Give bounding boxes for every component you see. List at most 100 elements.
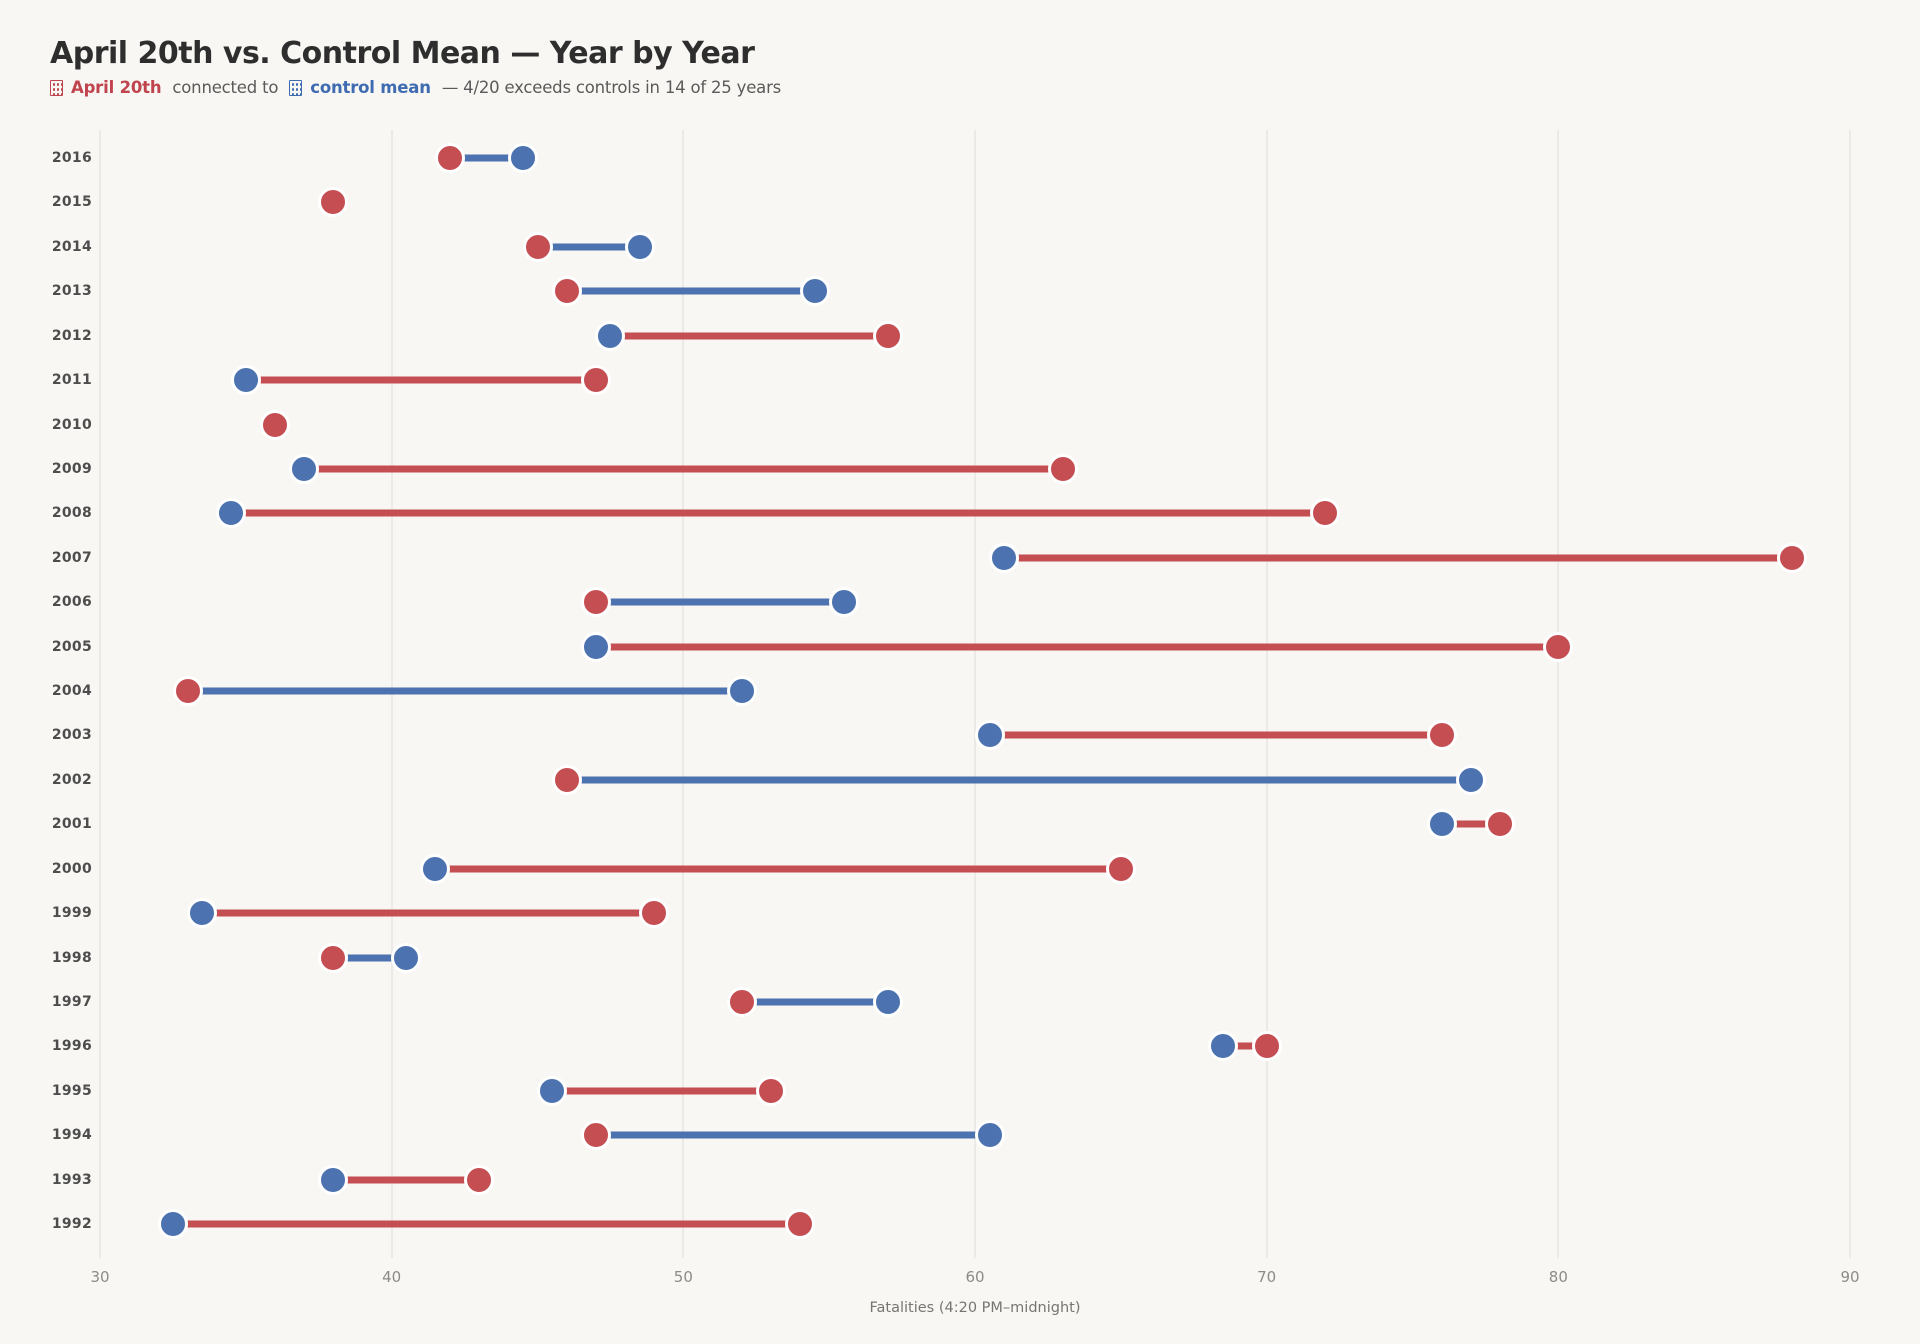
april-20th-dot [318, 187, 349, 218]
control-mean-dot [1207, 1031, 1238, 1062]
april-20th-dot [755, 1075, 786, 1106]
year-label: 2012 [51, 327, 92, 344]
april-20th-dot [522, 231, 553, 262]
x-axis-title: Fatalities (4:20 PM–midnight) [869, 1300, 1081, 1316]
control-mean-dot [289, 453, 320, 484]
connector-line [187, 687, 742, 695]
x-tick-label: 50 [673, 1268, 693, 1286]
control-mean-dot [157, 1209, 188, 1239]
year-label: 2010 [51, 416, 92, 433]
april-20th-dot [785, 1209, 815, 1239]
year-label: 2000 [51, 860, 92, 877]
plot-area: 2016 2015 2014 2013 2012 2011 2010 2009 2008 2007… [52, 130, 1851, 1258]
year-label: 2003 [51, 727, 92, 744]
connector-line [172, 1220, 800, 1228]
control-mean-dot [974, 1120, 1005, 1151]
april-20th-dot [872, 320, 903, 351]
year-label: 2001 [51, 816, 92, 833]
x-tick-label: 80 [1548, 1268, 1568, 1286]
year-label: 2002 [51, 771, 92, 788]
gridline [1265, 130, 1268, 1258]
year-label: 1995 [51, 1082, 92, 1099]
control-mean-marker-icon [289, 79, 303, 96]
connector-line [989, 731, 1442, 739]
control-mean-dot [216, 498, 247, 529]
x-tick-label: 60 [965, 1268, 985, 1286]
gridline [1557, 130, 1560, 1258]
connector-line [1222, 1042, 1267, 1050]
control-mean-dot [318, 1164, 349, 1195]
year-label: 2004 [51, 683, 92, 699]
connector-line [450, 154, 523, 162]
year-label: 2009 [51, 460, 92, 477]
april-20th-dot [1251, 1031, 1282, 1062]
year-label: 1994 [51, 1127, 92, 1144]
control-mean-dot [1426, 809, 1457, 840]
control-mean-dot [624, 231, 655, 262]
x-tick-label: 90 [1840, 1268, 1860, 1286]
connector-line [333, 954, 407, 961]
x-tick-label: 40 [382, 1268, 402, 1286]
x-tick-label: 70 [1257, 1268, 1277, 1286]
control-mean-dot [828, 587, 859, 618]
connector-line [435, 865, 1121, 873]
year-label: 1992 [51, 1216, 92, 1232]
year-label: 1997 [51, 993, 92, 1010]
gridline [1849, 130, 1851, 1258]
year-label: 2005 [51, 638, 92, 655]
legend-april-label: April 20th [71, 78, 162, 97]
connector-line [595, 1131, 990, 1139]
april-20th-dot [726, 986, 757, 1017]
year-label: 1998 [51, 949, 92, 966]
connector-line [1004, 554, 1792, 562]
connector-line [333, 1176, 480, 1184]
control-mean-dot [420, 853, 451, 884]
control-mean-dot [1455, 764, 1486, 795]
connector-line [1441, 820, 1500, 828]
april-20th-dot [464, 1164, 495, 1195]
april-20th-dot [172, 676, 203, 706]
year-label: 2008 [51, 505, 92, 522]
control-mean-dot [989, 542, 1020, 573]
legend-connector-text: connected to [167, 78, 284, 97]
connector-line [741, 998, 888, 1006]
year-label: 2013 [51, 283, 92, 300]
april-20th-dot [551, 764, 582, 795]
year-label: 2006 [51, 594, 92, 611]
april-20th-dot [1105, 853, 1136, 884]
legend-control-label: control mean [310, 78, 431, 97]
control-mean-dot [580, 631, 611, 662]
control-mean-dot [595, 320, 626, 351]
april-20th-dot [1776, 542, 1807, 573]
control-mean-dot [507, 143, 538, 173]
year-label: 1999 [51, 905, 92, 922]
year-label: 2015 [51, 194, 92, 211]
gridline [99, 130, 101, 1258]
connector-line [595, 598, 844, 606]
chart-title: April 20th vs. Control Mean — Year by Ye… [50, 36, 755, 71]
april-20th-dot [580, 1120, 611, 1151]
control-mean-dot [230, 365, 261, 396]
april-20th-dot [260, 409, 290, 440]
april-20th-dot [1485, 809, 1515, 840]
year-label: 2016 [51, 150, 92, 166]
april-20th-dot [1426, 720, 1457, 751]
gridline [974, 130, 976, 1258]
april-20th-dot [580, 587, 611, 618]
april-20th-dot [1047, 453, 1078, 484]
april-20th-dot [1310, 498, 1340, 529]
control-mean-dot [391, 942, 422, 973]
year-label: 2011 [51, 372, 92, 389]
control-mean-dot [537, 1075, 568, 1106]
year-label: 1996 [51, 1038, 92, 1055]
connector-line [245, 376, 596, 384]
connector-line [566, 776, 1471, 784]
year-label: 1993 [51, 1171, 92, 1188]
x-tick-label: 30 [90, 1268, 110, 1286]
legend-suffix-text: — 4/20 exceeds controls in 14 of 25 year… [436, 78, 782, 97]
connector-line [537, 243, 640, 251]
control-mean-dot [187, 898, 218, 929]
connector-line [552, 1087, 771, 1095]
year-label: 2007 [51, 549, 92, 566]
